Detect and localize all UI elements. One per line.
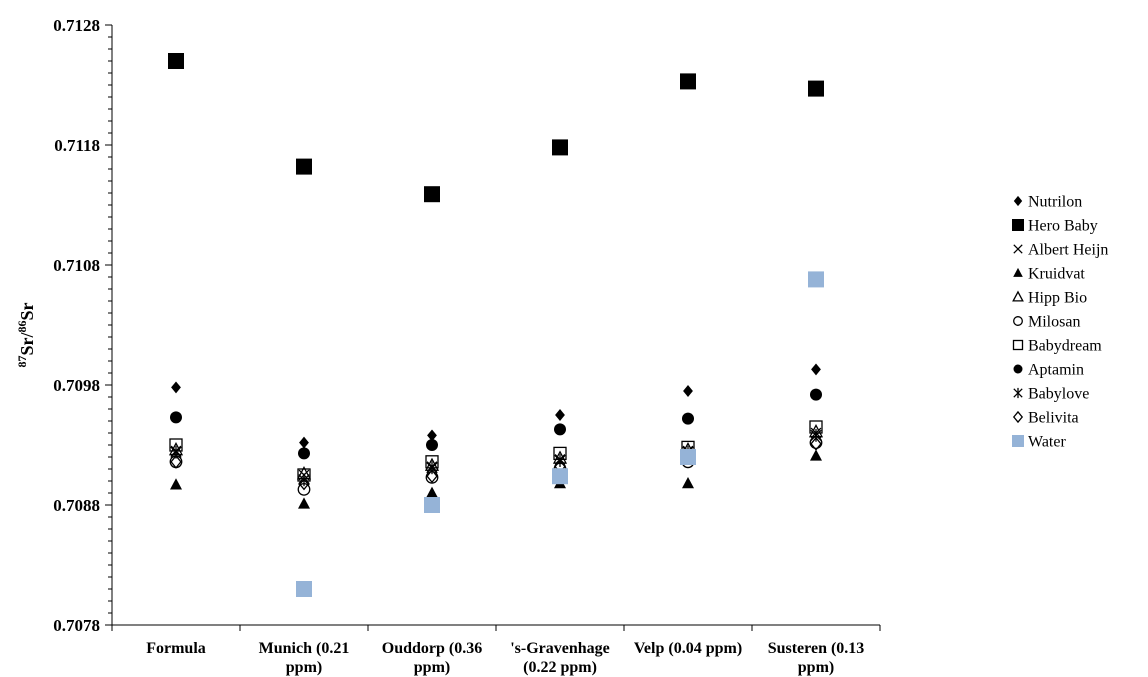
- legend-item-nutrilon: Nutrilon: [1013, 194, 1082, 211]
- legend-label-hipp-bio: Hipp Bio: [1028, 290, 1087, 307]
- legend-marker-hero-baby: [1012, 219, 1024, 231]
- point-belivita: [170, 454, 182, 469]
- legend-marker-nutrilon: [1013, 195, 1023, 207]
- point-nutrilon: [683, 385, 693, 397]
- legend-marker-milosan: [1013, 316, 1023, 326]
- point-babylove: [298, 473, 310, 487]
- point-water: [296, 581, 312, 597]
- point-nutrilon: [555, 409, 565, 421]
- y-axis-title: 87Sr/86Sr: [15, 302, 37, 367]
- y-axis-title-text2: Sr: [17, 302, 37, 320]
- y-tick-label: 0.7088: [53, 496, 100, 515]
- legend-item-belivita: Belivita: [1012, 410, 1079, 427]
- point-kruidvat: [810, 449, 822, 461]
- legend-label-albert-heijn: Albert Heijn: [1028, 242, 1108, 259]
- point-nutrilon: [427, 429, 437, 442]
- point-water: [552, 468, 568, 485]
- point-nutrilon: [811, 363, 821, 376]
- point-aptamin: [810, 388, 822, 401]
- point-hero-baby: [424, 186, 440, 203]
- point-kruidvat: [298, 497, 310, 509]
- point-nutrilon: [171, 381, 181, 394]
- x-category-label: Ouddorp (0.36 ppm): [382, 640, 482, 676]
- legend-label-kruidvat: Kruidvat: [1028, 266, 1085, 283]
- legend-marker-belivita: [1012, 410, 1024, 424]
- legend-marker-babylove: [1013, 387, 1023, 399]
- point-hero-baby: [168, 53, 184, 69]
- point-water: [808, 271, 824, 288]
- point-kruidvat: [170, 478, 182, 490]
- chart-axes: 0.7078 0.7088 0.7098 0.7108 0.7118 0.7128 Form…: [53, 16, 881, 676]
- legend-item-albert-heijn: Albert Heijn: [1013, 242, 1108, 259]
- y-tick-label: 0.7098: [53, 376, 100, 395]
- legend-item-babylove: Babylove: [1013, 386, 1089, 403]
- point-water: [680, 449, 696, 465]
- point-water: [424, 497, 440, 513]
- point-kruidvat: [682, 477, 694, 489]
- x-category-label: 's-Gravenhage (0.22 ppm): [510, 640, 610, 676]
- legend-item-hero-baby: Hero Baby: [1012, 218, 1098, 235]
- legend-item-babydream: Babydream: [1012, 338, 1102, 355]
- legend-item-hipp-bio: Hipp Bio: [1012, 290, 1087, 307]
- x-category-label: Velp (0.04 ppm): [634, 640, 742, 657]
- legend-marker-aptamin: [1013, 364, 1023, 374]
- y-axis-title-sup2: 86: [15, 320, 29, 332]
- legend-label-belivita: Belivita: [1028, 410, 1079, 427]
- legend-label-aptamin: Aptamin: [1028, 362, 1084, 379]
- x-category-label: Formula: [146, 640, 206, 657]
- y-tick-label: 0.7128: [53, 16, 100, 35]
- point-aptamin: [298, 447, 310, 460]
- point-aptamin: [170, 411, 182, 424]
- legend-marker-kruidvat: [1013, 267, 1023, 277]
- legend-item-aptamin: Aptamin: [1013, 362, 1084, 379]
- legend-label-water: Water: [1028, 434, 1066, 451]
- y-tick-label: 0.7118: [54, 136, 100, 155]
- legend-item-milosan: Milosan: [1013, 314, 1080, 331]
- legend-item-water: Water: [1012, 434, 1066, 451]
- point-aptamin: [682, 412, 694, 425]
- legend-item-kruidvat: Kruidvat: [1013, 266, 1085, 283]
- x-category-label: Munich (0.21 ppm): [259, 640, 350, 676]
- svg-text:87Sr/86Sr: 87Sr/86Sr: [15, 302, 37, 367]
- legend-label-babylove: Babylove: [1028, 386, 1089, 403]
- legend-marker-babydream: [1012, 339, 1024, 351]
- point-babylove: [810, 429, 822, 442]
- legend-label-nutrilon: Nutrilon: [1028, 194, 1082, 211]
- x-category-label: Susteren (0.13 ppm): [768, 640, 865, 676]
- y-axis-title-sup1: 87: [15, 356, 29, 368]
- legend-label-babydream: Babydream: [1028, 338, 1102, 355]
- point-aptamin: [426, 439, 438, 451]
- point-hero-baby: [552, 139, 568, 156]
- point-hero-baby: [808, 80, 824, 97]
- legend-label-hero-baby: Hero Baby: [1028, 218, 1098, 235]
- legend-label-milosan: Milosan: [1028, 314, 1080, 331]
- y-axis-title-text1: Sr/: [17, 332, 37, 356]
- y-tick-label: 0.7078: [53, 616, 100, 635]
- point-belivita: [426, 469, 438, 484]
- point-babylove: [426, 461, 438, 475]
- point-belivita: [298, 476, 310, 491]
- point-kruidvat: [426, 486, 438, 498]
- legend-marker-albert-heijn: [1013, 244, 1023, 254]
- point-nutrilon: [299, 436, 309, 449]
- point-belivita: [810, 436, 822, 451]
- y-tick-label: 0.7108: [53, 256, 100, 275]
- legend-marker-hipp-bio: [1012, 290, 1024, 302]
- legend-marker-water: [1012, 435, 1024, 447]
- point-aptamin: [554, 423, 566, 436]
- chart-legend: Nutrilon Hero Baby Albert Heijn Kruidvat Hip…: [1012, 194, 1108, 451]
- point-hero-baby: [680, 73, 696, 90]
- chart-marks: [168, 53, 824, 597]
- point-hero-baby: [296, 158, 312, 175]
